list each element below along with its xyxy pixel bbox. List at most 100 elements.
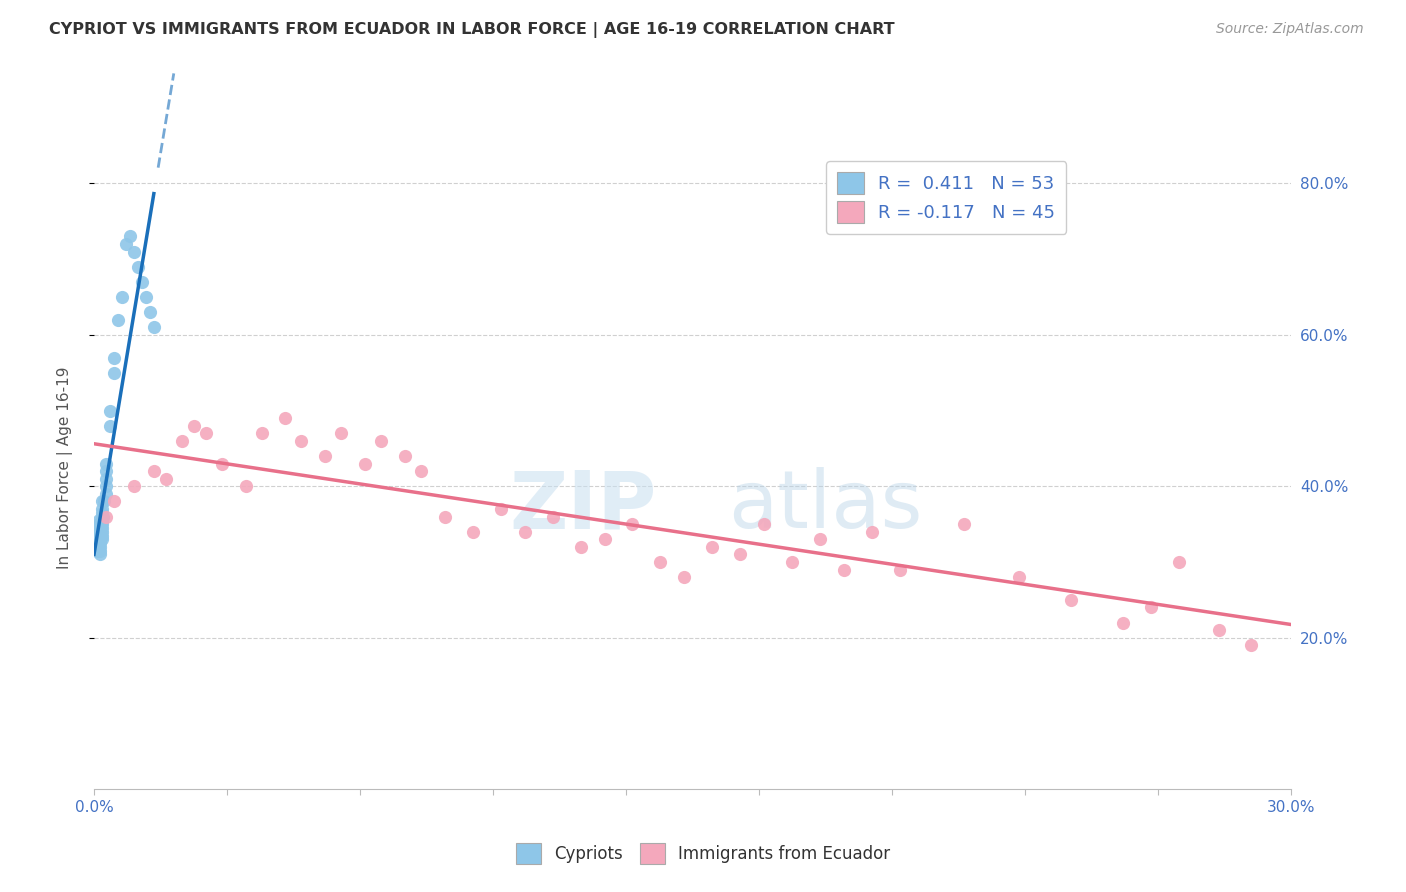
Point xyxy=(91,533,114,547)
Point xyxy=(155,472,177,486)
Point xyxy=(89,524,111,539)
Point xyxy=(98,418,121,433)
Point xyxy=(780,555,803,569)
Point xyxy=(142,464,165,478)
Point xyxy=(103,351,125,365)
Point xyxy=(107,312,129,326)
Point xyxy=(832,563,855,577)
Point xyxy=(89,513,111,527)
Point xyxy=(752,517,775,532)
Point xyxy=(569,540,592,554)
Point xyxy=(541,509,564,524)
Point xyxy=(409,464,432,478)
Point xyxy=(142,320,165,334)
Point xyxy=(90,517,112,532)
Point xyxy=(89,528,111,542)
Point xyxy=(93,494,115,508)
Point xyxy=(461,524,484,539)
Legend: Cypriots, Immigrants from Ecuador: Cypriots, Immigrants from Ecuador xyxy=(509,837,897,871)
Point xyxy=(103,366,125,380)
Point xyxy=(1140,600,1163,615)
Point xyxy=(84,528,107,542)
Point xyxy=(103,494,125,508)
Point xyxy=(673,570,696,584)
Point xyxy=(91,509,114,524)
Text: ZIP: ZIP xyxy=(509,467,657,545)
Point xyxy=(89,533,111,547)
Point xyxy=(650,555,672,569)
Point xyxy=(91,521,114,535)
Point xyxy=(91,524,114,539)
Point xyxy=(94,509,117,524)
Point xyxy=(127,260,149,274)
Point xyxy=(394,449,416,463)
Point xyxy=(274,411,297,425)
Point xyxy=(94,464,117,478)
Point xyxy=(702,540,724,554)
Point xyxy=(513,524,536,539)
Point xyxy=(118,229,141,244)
Point xyxy=(860,524,883,539)
Point xyxy=(89,543,111,558)
Point xyxy=(87,521,110,535)
Y-axis label: In Labor Force | Age 16-19: In Labor Force | Age 16-19 xyxy=(58,366,73,568)
Point xyxy=(98,403,121,417)
Point xyxy=(952,517,974,532)
Point xyxy=(122,479,145,493)
Point xyxy=(86,543,108,558)
Point xyxy=(290,434,312,448)
Point xyxy=(89,517,111,532)
Point xyxy=(1112,615,1135,630)
Point xyxy=(183,418,205,433)
Point xyxy=(1208,623,1230,637)
Point xyxy=(728,548,751,562)
Text: Source: ZipAtlas.com: Source: ZipAtlas.com xyxy=(1216,22,1364,37)
Point xyxy=(87,524,110,539)
Point xyxy=(808,533,831,547)
Point xyxy=(489,502,512,516)
Point xyxy=(86,536,108,550)
Point xyxy=(211,457,233,471)
Point xyxy=(94,479,117,493)
Point xyxy=(87,533,110,547)
Point xyxy=(115,237,138,252)
Text: CYPRIOT VS IMMIGRANTS FROM ECUADOR IN LABOR FORCE | AGE 16-19 CORRELATION CHART: CYPRIOT VS IMMIGRANTS FROM ECUADOR IN LA… xyxy=(49,22,894,38)
Point xyxy=(91,517,114,532)
Point xyxy=(122,244,145,259)
Point xyxy=(354,457,377,471)
Point xyxy=(593,533,616,547)
Point xyxy=(170,434,193,448)
Text: atlas: atlas xyxy=(728,467,922,545)
Point xyxy=(314,449,336,463)
Point xyxy=(111,290,134,304)
Point xyxy=(621,517,644,532)
Point xyxy=(1167,555,1189,569)
Point xyxy=(91,509,114,524)
Point xyxy=(131,275,153,289)
Point xyxy=(87,524,110,539)
Point xyxy=(250,426,273,441)
Point xyxy=(135,290,157,304)
Point xyxy=(89,536,111,550)
Point xyxy=(94,472,117,486)
Point xyxy=(370,434,392,448)
Point xyxy=(91,494,114,508)
Point xyxy=(91,502,114,516)
Point xyxy=(89,521,111,535)
Point xyxy=(91,506,114,520)
Point xyxy=(91,513,114,527)
Point xyxy=(1008,570,1031,584)
Point xyxy=(1240,638,1263,652)
Point xyxy=(1060,593,1083,607)
Point xyxy=(434,509,457,524)
Point xyxy=(91,528,114,542)
Point xyxy=(194,426,217,441)
Legend: R =  0.411   N = 53, R = -0.117   N = 45: R = 0.411 N = 53, R = -0.117 N = 45 xyxy=(825,161,1066,234)
Point xyxy=(235,479,257,493)
Point xyxy=(87,528,110,542)
Point xyxy=(330,426,353,441)
Point xyxy=(89,548,111,562)
Point xyxy=(94,457,117,471)
Point xyxy=(889,563,911,577)
Point xyxy=(94,487,117,501)
